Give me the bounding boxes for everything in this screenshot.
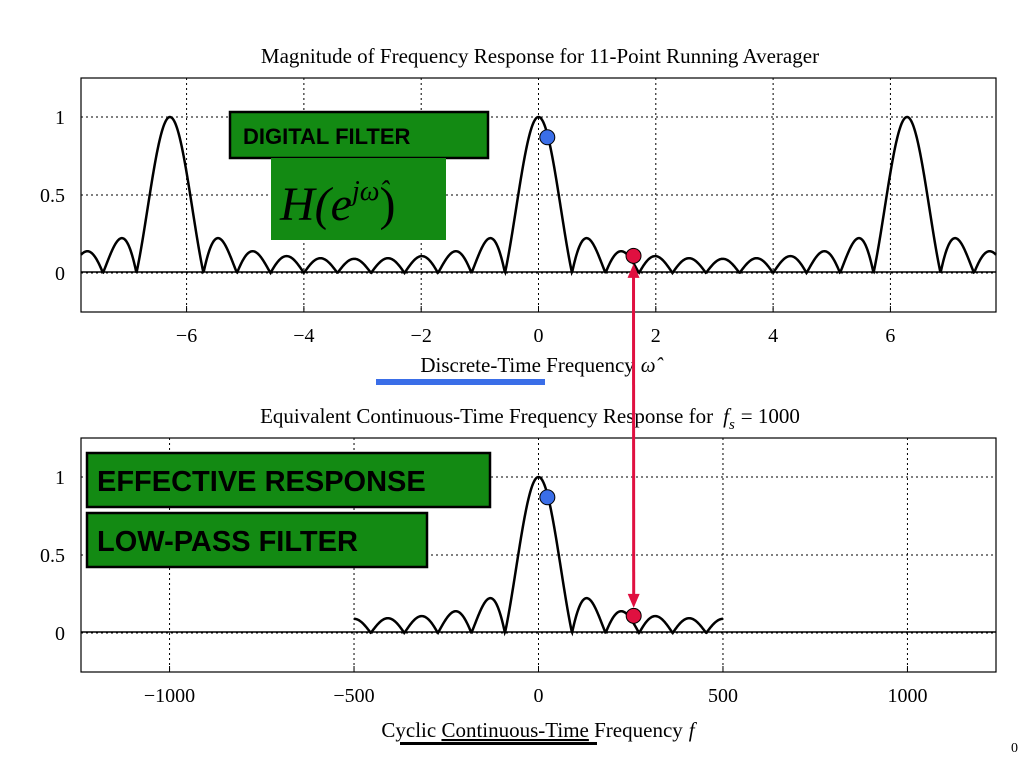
bottom-marker [539, 489, 556, 506]
bottom-title-symbol: f [723, 404, 732, 428]
bottom-title-prefix: Equivalent Continuous-Time Frequency Res… [260, 404, 713, 428]
top-xlabel-symbol: ω̂ [641, 353, 664, 377]
bottom-xlabel: Cyclic Continuous-Time Frequency f [381, 718, 697, 742]
top-xtick-label: 2 [651, 325, 661, 347]
h-symbol-close: ) [380, 178, 396, 231]
top-ytick-label: 1 [55, 107, 65, 129]
h-symbol-box [271, 158, 446, 240]
top-grid [81, 78, 996, 312]
page-number-fragment: 0 [1011, 741, 1018, 756]
top-ytick-label: 0 [55, 263, 65, 285]
bottom-xtick-label: 1000 [887, 685, 927, 707]
top-xtick-label: −4 [293, 325, 314, 347]
effective-response-box [85, 451, 492, 509]
blue-underline [376, 379, 545, 385]
top-xtick-label: −6 [176, 325, 197, 347]
black-underline [400, 742, 597, 745]
arrow-head-down [627, 593, 640, 608]
bottom-xlabel-word1: Cyclic [381, 718, 436, 742]
top-marker [625, 247, 642, 264]
top-xtick-label: 4 [768, 325, 778, 347]
top-xtick-label: 6 [885, 325, 895, 347]
bottom-ytick-label: 0.5 [40, 545, 65, 567]
top-plot: −6 −4 −2 0 2 4 6 0 0.5 1 [40, 77, 997, 347]
bottom-xtick-label: −500 [333, 685, 374, 707]
top-ytick-label: 0.5 [40, 185, 65, 207]
digital-filter-box [228, 110, 490, 160]
top-series-line [80, 115, 997, 277]
h-symbol: H(ejω̂) [279, 176, 396, 231]
arrow-head-up [627, 263, 640, 278]
lowpass-filter-label: LOW-PASS FILTER [97, 526, 358, 558]
bottom-chart-title: Equivalent Continuous-Time Frequency Res… [260, 404, 800, 433]
bottom-title-suffix: = 1000 [741, 404, 800, 428]
top-xlabel: Discrete-Time Frequency ω̂ [420, 353, 663, 377]
bottom-xtick-label: −1000 [144, 685, 195, 707]
bottom-xlabel-symbol: f [689, 718, 698, 742]
connector-arrow [627, 263, 640, 608]
bottom-xtick-label: 500 [708, 685, 738, 707]
bottom-marker [625, 607, 642, 624]
bottom-xlabel-word2: Continuous-Time [441, 718, 588, 742]
bottom-ticks: −1000 −500 0 500 1000 0 0.5 1 [40, 467, 927, 707]
bottom-plot: −1000 −500 0 500 1000 0 0.5 1 [40, 437, 997, 707]
digital-filter-label: DIGITAL FILTER [243, 124, 411, 149]
bottom-series-line [353, 475, 724, 637]
top-marker [539, 129, 556, 146]
effective-response-label: EFFECTIVE RESPONSE [97, 466, 426, 498]
top-xlabel-text: Discrete-Time Frequency [420, 353, 635, 377]
bottom-xtick-label: 0 [534, 685, 544, 707]
top-xtick-label: −2 [411, 325, 432, 347]
h-symbol-base: H(e [279, 178, 352, 231]
bottom-title-subscript: s [729, 417, 735, 433]
bottom-xlabel-word3: Frequency [594, 718, 683, 742]
bottom-ytick-label: 0 [55, 623, 65, 645]
markers [539, 129, 642, 624]
top-ticks: −6 −4 −2 0 2 4 6 0 0.5 1 [40, 107, 895, 347]
bottom-ytick-label: 1 [55, 467, 65, 489]
lowpass-filter-box [85, 511, 429, 569]
top-xtick-label: 0 [534, 325, 544, 347]
top-chart-title: Magnitude of Frequency Response for 11-P… [261, 44, 819, 68]
